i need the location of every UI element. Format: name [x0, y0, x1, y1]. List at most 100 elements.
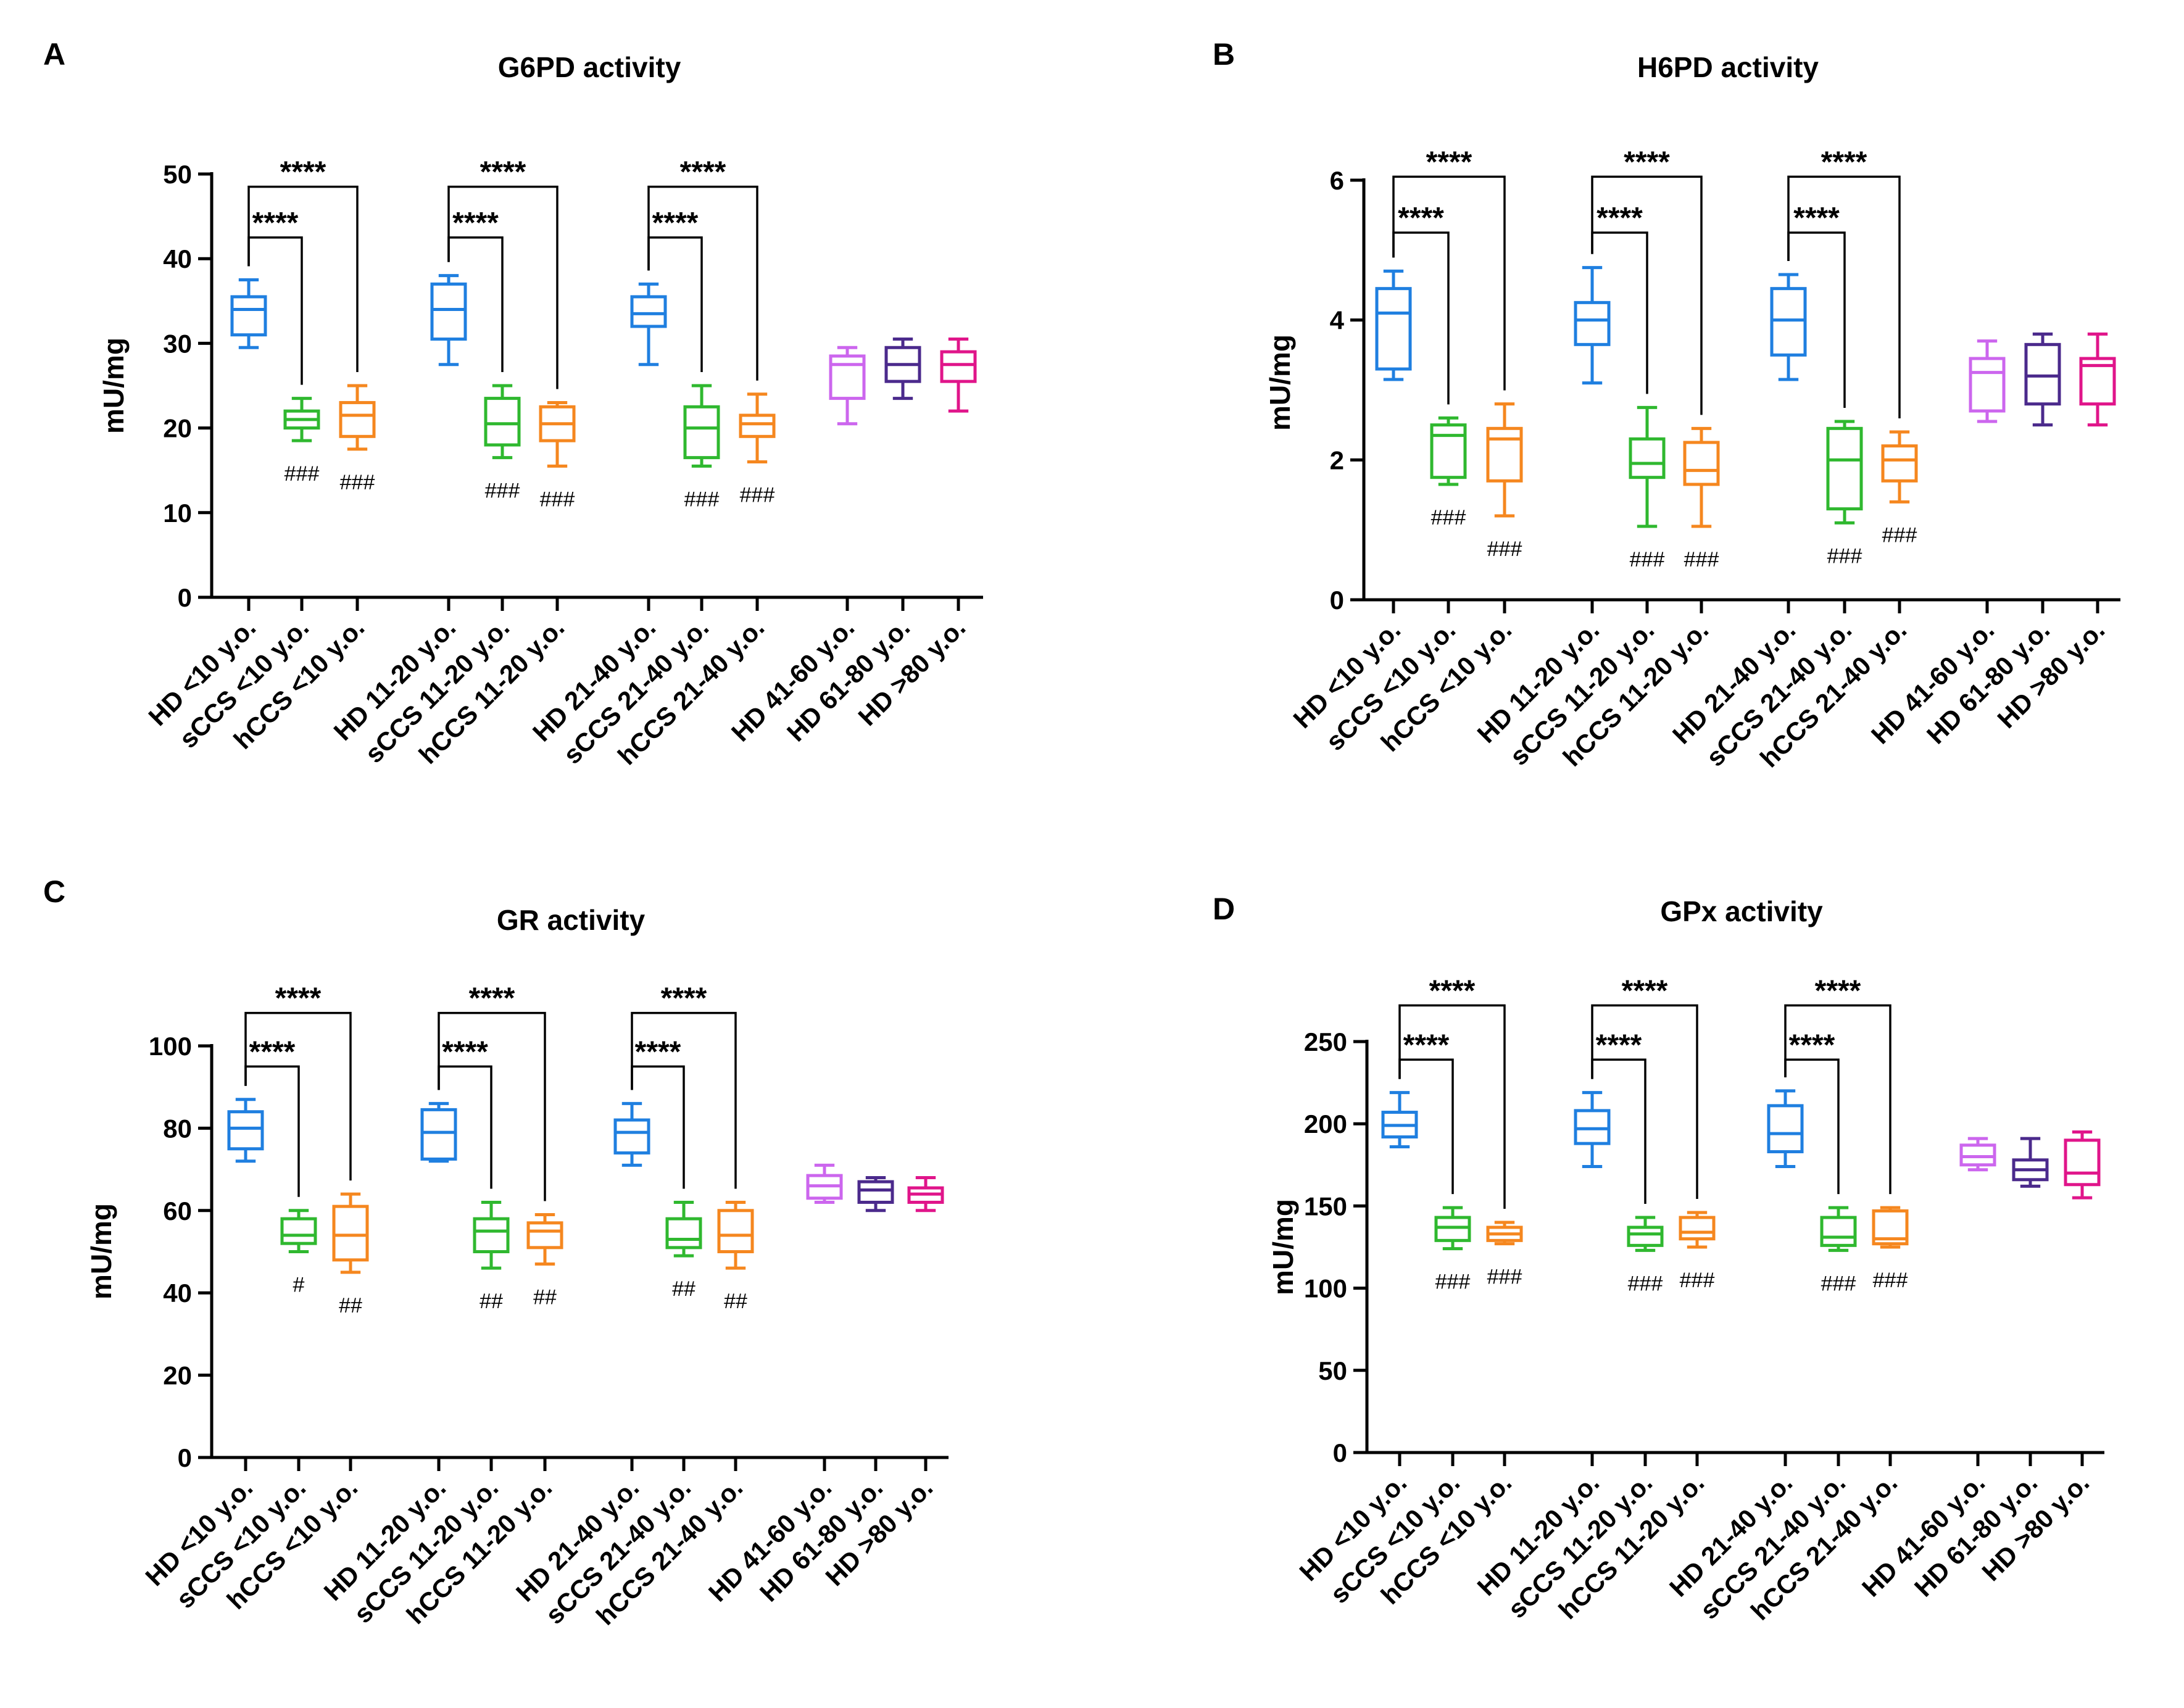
y-axis-label: mU/mg	[98, 338, 130, 434]
y-tick-label: 10	[163, 499, 192, 528]
box-iqr	[829, 354, 866, 400]
significance-bracket	[631, 1011, 737, 1189]
y-tick-label: 20	[163, 414, 192, 443]
hash-annotation: ###	[1487, 537, 1522, 561]
significance-label: ****	[452, 207, 499, 239]
significance-label: ****	[1622, 974, 1668, 1007]
y-tick-label: 2	[1330, 446, 1344, 475]
y-axis-label: mU/mg	[1267, 1199, 1299, 1295]
hash-annotation: ##	[480, 1290, 503, 1313]
box-iqr	[665, 1217, 702, 1250]
y-tick-label: 80	[163, 1114, 192, 1143]
box-plot	[420, 1101, 457, 1163]
box-plot	[884, 338, 921, 400]
box-plot	[806, 1163, 843, 1204]
significance-bracket	[1591, 231, 1648, 394]
box-plot	[1629, 405, 1666, 528]
significance-bracket	[1591, 1058, 1646, 1204]
box-plot	[717, 1200, 754, 1270]
box-plot	[539, 400, 576, 468]
box-iqr	[339, 400, 376, 438]
box-iqr	[1881, 444, 1918, 483]
box-plot	[1381, 1091, 1418, 1148]
y-tick-label: 0	[1333, 1438, 1347, 1467]
box-plot	[2064, 1130, 2101, 1200]
significance-label: ****	[1624, 146, 1670, 178]
significance-label: ****	[442, 1035, 488, 1068]
significance-label: ****	[1429, 974, 1476, 1007]
significance-bracket	[1398, 1004, 1506, 1209]
hash-annotation: ###	[485, 479, 520, 503]
box-iqr	[1826, 426, 1863, 511]
hash-annotation: ###	[284, 462, 320, 486]
significance-label: ****	[1793, 202, 1840, 234]
box-plot	[857, 1175, 894, 1213]
hash-annotation: ###	[1827, 544, 1862, 568]
box-plot	[1486, 402, 1523, 518]
box-iqr	[683, 405, 720, 460]
y-tick-label: 50	[163, 160, 192, 189]
hash-annotation: ##	[724, 1290, 747, 1313]
significance-bracket	[438, 1011, 546, 1201]
box-iqr	[1486, 426, 1523, 483]
hash-annotation: ##	[339, 1294, 362, 1317]
box-plot	[2012, 1137, 2049, 1188]
box-plot	[1574, 266, 1611, 385]
box-plot	[1627, 1216, 1664, 1252]
box-iqr	[1434, 1216, 1471, 1242]
box-iqr	[1430, 423, 1467, 479]
box-iqr	[1767, 1104, 1804, 1153]
box-plot	[940, 338, 977, 413]
y-axis-label: mU/mg	[85, 1203, 117, 1300]
y-tick-label: 60	[163, 1196, 192, 1225]
box-plot	[665, 1200, 702, 1258]
panel-letter-a: A	[43, 37, 65, 72]
box-plot	[430, 274, 467, 367]
hash-annotation: ##	[672, 1277, 695, 1301]
box-iqr	[1574, 1109, 1611, 1145]
box-plot	[2024, 332, 2061, 427]
box-iqr	[630, 295, 667, 328]
box-plot	[1486, 1221, 1523, 1246]
y-tick-label: 150	[1304, 1192, 1347, 1221]
panel-letter-b: B	[1213, 37, 1235, 72]
significance-bracket	[244, 1011, 352, 1181]
hash-annotation: ###	[1821, 1272, 1856, 1295]
box-iqr	[1770, 287, 1807, 357]
box-plot	[1826, 420, 1863, 524]
y-tick-label: 0	[1330, 586, 1344, 615]
y-tick-label: 200	[1304, 1109, 1347, 1138]
hash-annotation: ###	[740, 483, 775, 507]
y-tick-label: 4	[1330, 306, 1345, 335]
hash-annotation: ###	[1630, 548, 1665, 571]
box-plot	[230, 278, 267, 349]
significance-label: ****	[652, 207, 699, 239]
box-plot	[1430, 416, 1467, 486]
box-plot	[1679, 1211, 1716, 1249]
box-plot	[473, 1200, 510, 1270]
box-plot	[1434, 1206, 1471, 1251]
box-iqr	[1872, 1209, 1909, 1246]
panel-letter-d: D	[1213, 892, 1235, 926]
hash-annotation: ###	[684, 487, 720, 511]
chart-title: H6PD activity	[1637, 51, 1819, 83]
y-tick-label: 40	[163, 1279, 192, 1308]
significance-bracket	[1784, 1058, 1840, 1195]
significance-bracket	[447, 236, 504, 372]
box-iqr	[1375, 287, 1412, 371]
panel-letter-c: C	[43, 874, 65, 909]
box-plot	[283, 397, 320, 442]
box-iqr	[940, 350, 977, 383]
box-iqr	[2024, 342, 2061, 406]
box-plot	[484, 384, 521, 460]
box-plot	[1881, 430, 1918, 504]
significance-bracket	[247, 236, 303, 385]
box-iqr	[857, 1180, 894, 1204]
y-tick-label: 0	[178, 583, 192, 612]
significance-label: ****	[1596, 1029, 1642, 1061]
hash-annotation: ##	[533, 1286, 557, 1309]
hash-annotation: ###	[1882, 523, 1917, 547]
significance-label: ****	[1426, 146, 1472, 178]
hash-annotation: ###	[1873, 1269, 1908, 1292]
